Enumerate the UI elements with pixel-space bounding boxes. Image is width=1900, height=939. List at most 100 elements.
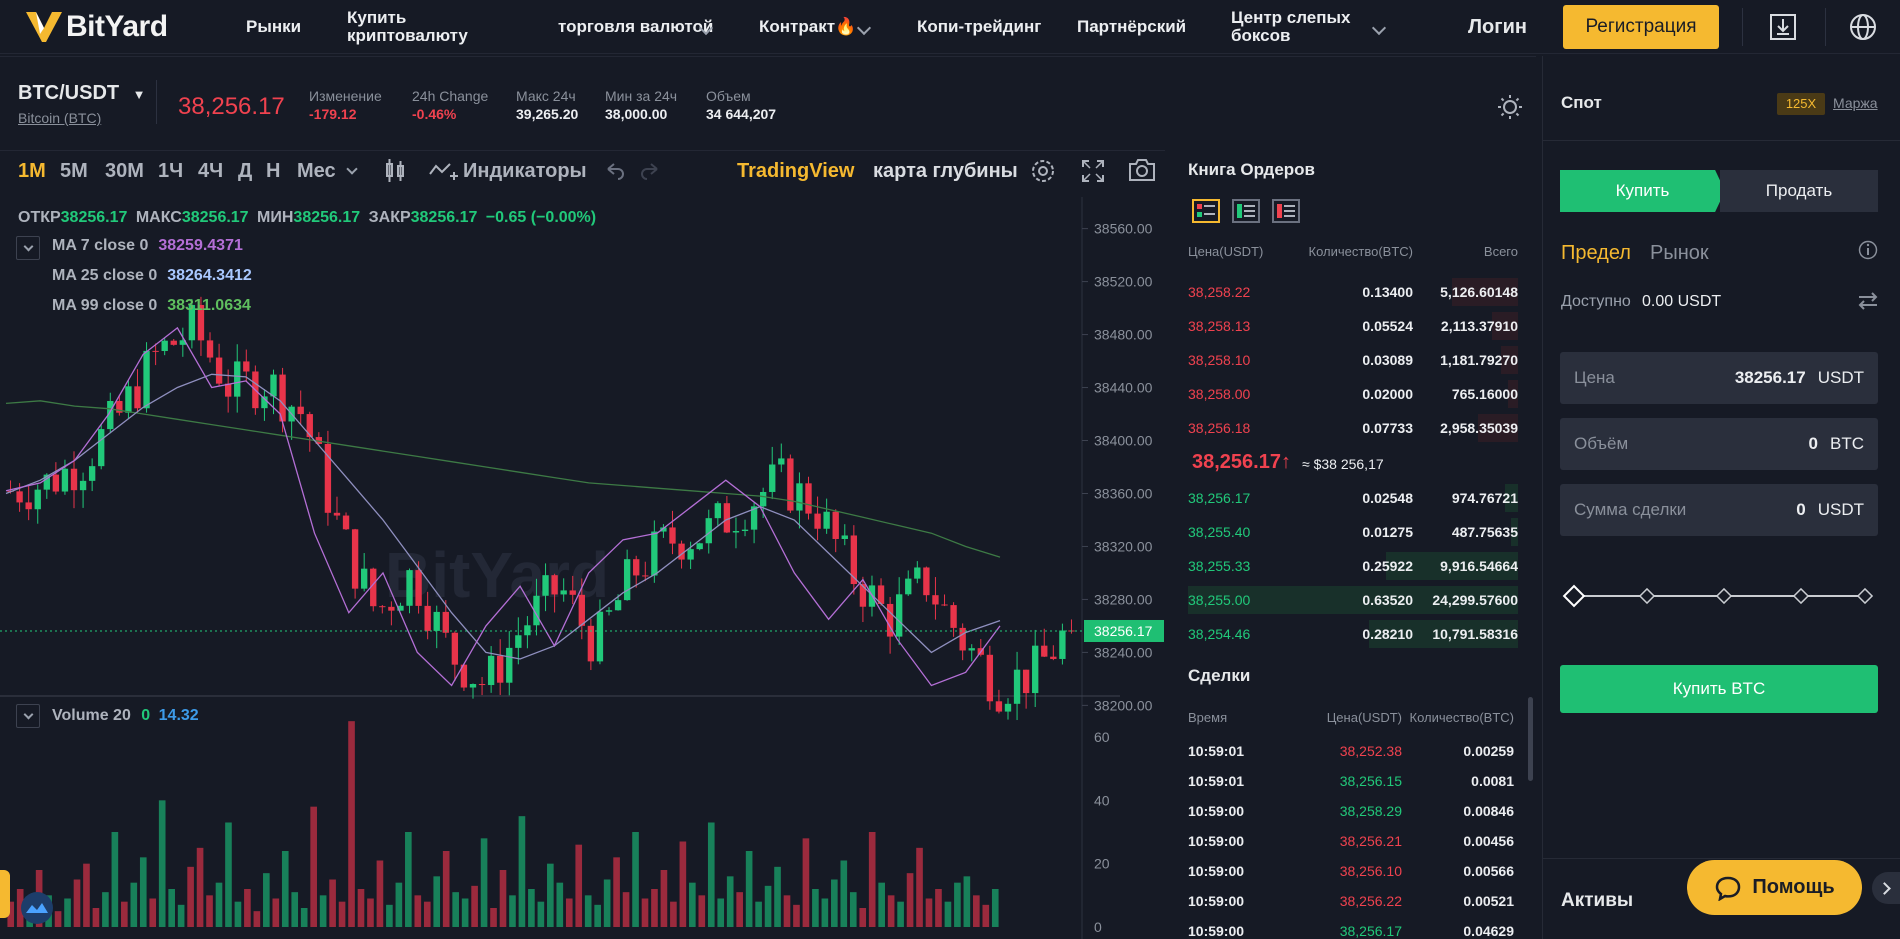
interval-dropdown-chevron-icon[interactable]: [346, 163, 362, 179]
fullscreen-icon[interactable]: [1082, 160, 1104, 182]
total-field[interactable]: Сумма сделки 0 USDT: [1560, 484, 1878, 536]
trade-price: 38,256.21: [1339, 833, 1402, 849]
redo-icon[interactable]: [639, 160, 661, 182]
volume-bar: [310, 806, 317, 927]
volume-field[interactable]: Объём 0 BTC: [1560, 418, 1878, 470]
volume-bar: [575, 844, 583, 927]
candle-type-icon[interactable]: [383, 158, 407, 184]
trades-scrollbar[interactable]: [1528, 697, 1533, 781]
order-book-row[interactable]: 38,255.40 0.01275 487.75635: [1188, 524, 1518, 540]
indicators-icon[interactable]: [428, 160, 460, 184]
volume-bar: [405, 832, 412, 927]
volume-bar: [509, 895, 516, 927]
settings-gear-icon[interactable]: [1030, 158, 1056, 184]
interval-tab[interactable]: 5M: [60, 160, 88, 182]
candle-body: [1022, 669, 1030, 694]
order-book-row[interactable]: 38,255.00 0.63520 24,299.57600: [1188, 592, 1518, 608]
candle-body: [859, 584, 867, 607]
orderbook-bids-view-icon[interactable]: [1232, 199, 1260, 223]
pair-subtitle-link[interactable]: Bitcoin (BTC): [18, 110, 102, 126]
orderbook-asks-view-icon[interactable]: [1272, 199, 1300, 223]
volume-bar: [840, 860, 848, 927]
trade-qty: 0.00259: [1463, 743, 1514, 759]
order-book-cell: 9,916.54664: [1440, 558, 1518, 574]
info-icon[interactable]: [1858, 240, 1878, 260]
side-promo-tab[interactable]: [0, 870, 10, 918]
nav-item-3[interactable]: Контракт🔥: [759, 10, 856, 44]
order-book-row[interactable]: 38,254.46 0.28210 10,791.58316: [1188, 626, 1518, 642]
order-book-row[interactable]: 38,258.10 0.03089 1,181.79270: [1188, 352, 1518, 368]
brand-logo[interactable]: BitYard: [26, 10, 226, 44]
margin-link[interactable]: Маржа: [1833, 95, 1878, 111]
trades-header: Время Цена(USDT) Количество(BTC): [1188, 710, 1514, 725]
order-book-row[interactable]: 38,258.13 0.05524 2,113.37910: [1188, 318, 1518, 334]
volume-bar: [745, 851, 753, 927]
interval-tab[interactable]: Д: [238, 160, 253, 182]
interval-tab[interactable]: 30M: [105, 160, 144, 182]
nav-item-6[interactable]: Центр слепых боксов: [1231, 9, 1391, 45]
depth-chart-tab[interactable]: карта глубины: [873, 160, 1018, 182]
nav-item-2[interactable]: торговля валютой: [558, 10, 713, 44]
y-tick-label: 38480.00: [1094, 327, 1153, 343]
buy-btc-button[interactable]: Купить BTC: [1560, 665, 1878, 713]
interval-tab[interactable]: 1Ч: [158, 160, 184, 182]
globe-icon[interactable]: [1848, 12, 1878, 42]
nav-item-4[interactable]: Копи-трейдинг: [917, 10, 1041, 44]
nav-item-0[interactable]: Рынки: [246, 10, 301, 44]
market-order-tab[interactable]: Рынок: [1650, 242, 1709, 264]
screenshot-camera-icon[interactable]: [1128, 158, 1156, 182]
collapse-volume-button[interactable]: [16, 704, 40, 728]
chart-area[interactable]: [0, 150, 1165, 939]
register-button[interactable]: Регистрация: [1563, 5, 1719, 49]
interval-tab[interactable]: Мес: [297, 160, 336, 182]
order-book-row[interactable]: 38,258.00 0.02000 765.16000: [1188, 386, 1518, 402]
interval-tab[interactable]: Н: [266, 160, 281, 182]
order-book-cell: 0.02000: [1362, 386, 1413, 402]
candle-body: [424, 605, 431, 631]
undo-icon[interactable]: [604, 160, 626, 182]
candle-body: [152, 350, 159, 352]
price-field[interactable]: Цена 38256.17 USDT: [1560, 352, 1878, 404]
theme-toggle-icon[interactable]: [1497, 94, 1523, 120]
candle-body: [687, 549, 694, 560]
volume-bar: [689, 882, 696, 927]
y-tick-label: 38440.00: [1094, 380, 1153, 396]
login-link[interactable]: Логин: [1468, 16, 1527, 38]
ma-value: 38259.4371: [158, 237, 243, 254]
price-chart[interactable]: BitYard 38560.00 38520.00 38480.00 38440.00 3…: [0, 197, 1165, 939]
orderbook-both-view-icon[interactable]: [1192, 199, 1220, 223]
limit-order-tab[interactable]: Предел: [1561, 242, 1631, 264]
help-chat-button[interactable]: Помощь: [1687, 860, 1862, 915]
order-book-row[interactable]: 38,255.33 0.25922 9,916.54664: [1188, 558, 1518, 574]
chevron-down-icon: [856, 20, 872, 36]
tradingview-tab[interactable]: TradingView: [737, 160, 855, 182]
order-book-row[interactable]: 38,258.22 0.13400 5,126.60148: [1188, 284, 1518, 300]
collapse-indicators-button[interactable]: [16, 236, 40, 260]
download-icon[interactable]: [1768, 12, 1798, 42]
nav-item-1[interactable]: Купить криптовалюту: [347, 9, 487, 45]
volume-bar: [206, 895, 213, 927]
volume-bar: [944, 901, 952, 927]
candle-body: [324, 443, 332, 513]
candle-body: [224, 383, 232, 397]
order-book-cell: 5,126.60148: [1440, 284, 1518, 300]
transfer-arrows-icon[interactable]: [1857, 290, 1879, 312]
candle-body: [234, 361, 241, 397]
candle-body: [188, 304, 196, 341]
volume-bar: [54, 911, 62, 927]
candle-body: [732, 531, 740, 533]
candle-body: [633, 559, 640, 576]
order-book-row[interactable]: 38,256.18 0.07733 2,958.35039: [1188, 420, 1518, 436]
top-navigation-bar: BitYard Рынки Купить криптовалюту торговля…: [0, 0, 1900, 54]
buy-tab[interactable]: Купить: [1560, 170, 1725, 212]
sell-tab[interactable]: Продать: [1720, 170, 1878, 212]
expand-panel-button[interactable]: [1872, 872, 1900, 904]
bot-avatar-icon[interactable]: [20, 891, 54, 925]
order-book-row[interactable]: 38,256.17 0.02548 974.76721: [1188, 490, 1518, 506]
interval-tab[interactable]: 1M: [18, 160, 46, 182]
interval-tab[interactable]: 4Ч: [198, 160, 224, 182]
trading-pair-selector[interactable]: BTC/USDT ▼: [18, 82, 146, 104]
amount-slider[interactable]: [1560, 582, 1880, 610]
nav-item-5[interactable]: Партнёрский: [1077, 10, 1186, 44]
indicators-button[interactable]: Индикаторы: [463, 160, 587, 182]
